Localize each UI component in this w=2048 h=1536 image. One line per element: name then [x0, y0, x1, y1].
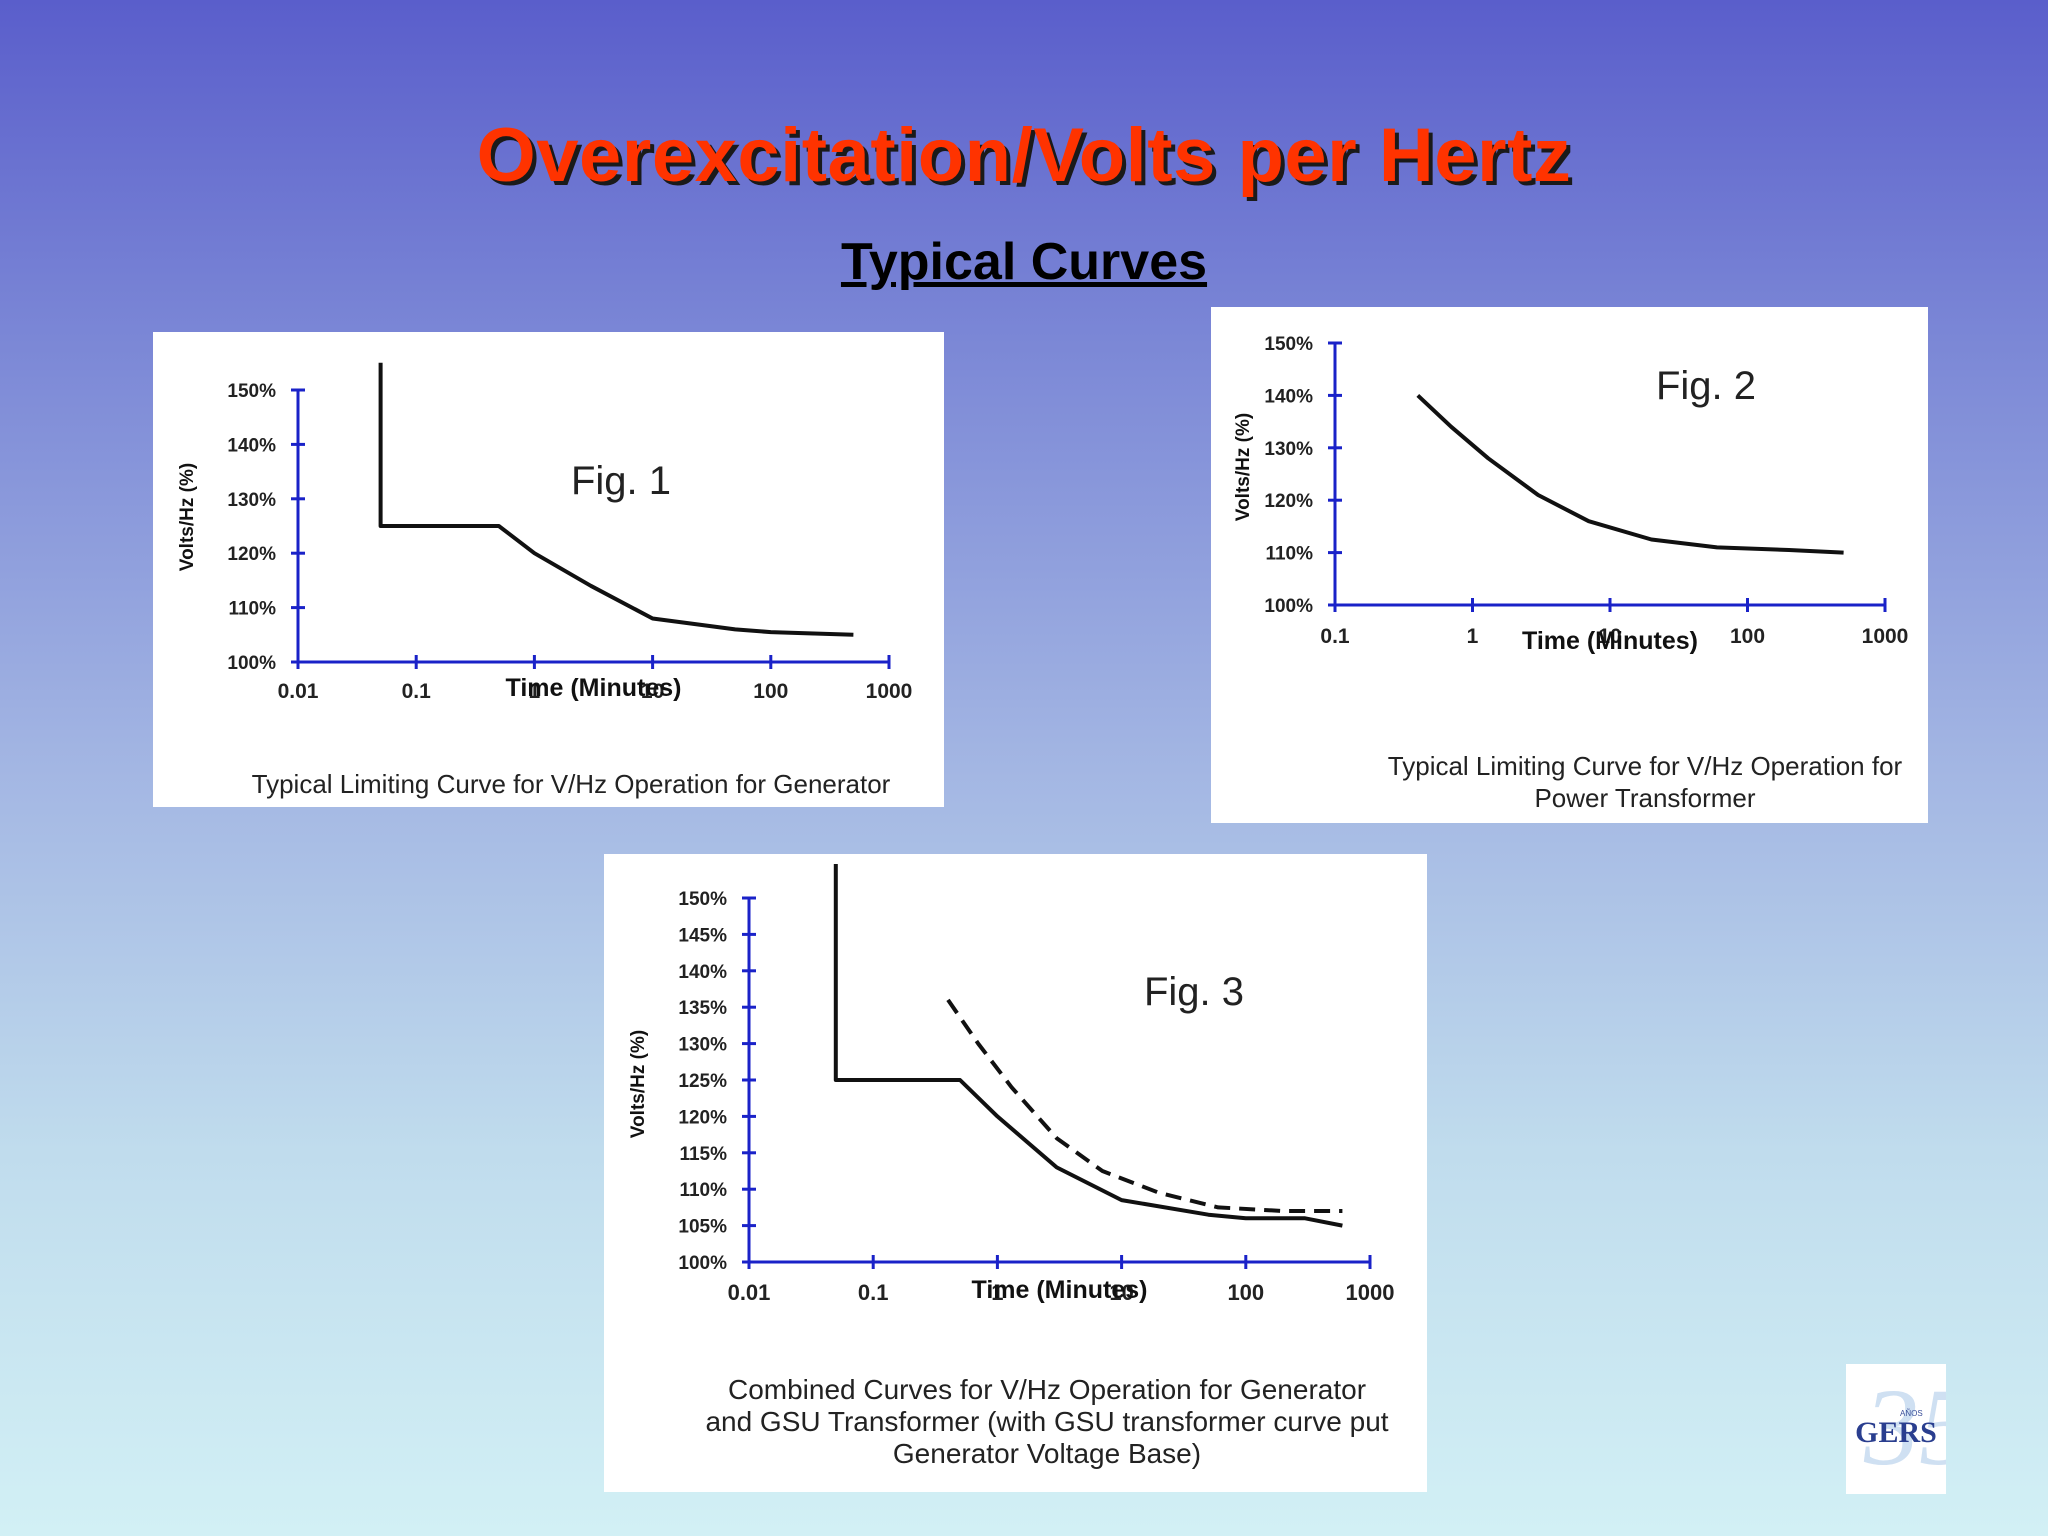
fig3-caption-line: Combined Curves for V/Hz Operation for G…	[728, 1374, 1366, 1405]
fig3-x-tick-label: 0.1	[858, 1280, 889, 1305]
fig2-y-tick-label: 120%	[1264, 491, 1313, 512]
fig1-x-axis-label: Time (Minutes)	[506, 674, 682, 702]
fig1-y-tick-label: 110%	[228, 599, 276, 620]
fig2-y-tick-label: 110%	[1265, 544, 1313, 565]
fig3-x-tick-label: 10	[1109, 1280, 1133, 1305]
fig3-y-tick-label: 110%	[679, 1180, 727, 1201]
fig1-x-tick-label: 10	[641, 680, 664, 703]
fig1-label: Fig. 1	[571, 459, 671, 503]
fig1-x-tick-label: 0.01	[278, 680, 319, 703]
fig1-y-tick-label: 120%	[227, 544, 276, 565]
fig2-x-tick-label: 0.1	[1320, 625, 1350, 648]
fig3-series-dashed-line	[946, 998, 1343, 1213]
fig2-series-solid-line	[1416, 393, 1844, 555]
fig3-y-tick-label: 135%	[678, 998, 727, 1019]
fig3-y-tick-label: 140%	[678, 962, 727, 983]
fig2-y-axis-label: Volts/Hz (%)	[1233, 413, 1254, 521]
fig2-caption-line: Power Transformer	[1534, 783, 1755, 813]
fig3-x-tick-label: 1000	[1346, 1280, 1395, 1305]
slide-subtitle: Typical Curves	[840, 233, 1208, 291]
fig1-y-tick-label: 150%	[227, 381, 276, 402]
fig3-y-tick-label: 145%	[678, 925, 727, 946]
logo-text: GERS	[1855, 1416, 1937, 1449]
fig3-y-axis-label: Volts/Hz (%)	[628, 1030, 649, 1138]
fig2-x-tick-label: 1	[1467, 625, 1479, 648]
fig2-label: Fig. 2	[1656, 364, 1756, 408]
fig3-x-tick-label: 1	[991, 1280, 1003, 1305]
fig1-x-tick-label: 1	[529, 680, 541, 703]
gers-logo-graphic: 35 AÑOS GERS	[1855, 1366, 1974, 1488]
fig3-y-tick-label: 120%	[678, 1107, 727, 1128]
logo-small-text: AÑOS	[1900, 1409, 1923, 1418]
fig1-chart: 0.01 0.1 1 10 100 1000 150% 140% 130% 120% 110% 100…	[177, 362, 913, 799]
fig2-y-tick-label: 100%	[1264, 596, 1313, 617]
fig1-panel: 0.01 0.1 1 10 100 1000 150% 140% 130% 120% 110% 100…	[153, 332, 944, 807]
fig2-x-tick-label: 10	[1598, 625, 1621, 648]
fig3-x-axis-label: Time (Minutes)	[972, 1276, 1148, 1304]
fig3-series-solid-line	[833, 864, 1343, 1228]
fig1-y-axis-label: Volts/Hz (%)	[177, 463, 198, 571]
fig3-y-tick-label: 150%	[678, 889, 727, 910]
fig2-x-axis-label: Time (Minutes)	[1522, 627, 1698, 655]
slide-title: Overexcitation/Volts per Hertz	[476, 113, 1572, 198]
fig3-chart: 0.01 0.1 1 10 100 1000 150% 145% 140% 135% 130% 125…	[628, 864, 1395, 1469]
fig3-caption-line: Generator Voltage Base)	[893, 1438, 1201, 1469]
fig1-x-tick-label: 1000	[866, 680, 913, 703]
fig3-y-tick-label: 130%	[678, 1035, 727, 1056]
fig1-x-tick-label: 0.1	[402, 680, 432, 703]
fig3-label: Fig. 3	[1144, 970, 1244, 1014]
fig2-x-tick-label: 100	[1730, 625, 1765, 648]
fig2-y-tick-label: 140%	[1264, 386, 1313, 407]
fig3-caption-line: and GSU Transformer (with GSU transforme…	[705, 1406, 1388, 1437]
fig3-y-tick-label: 105%	[678, 1217, 727, 1238]
fig3-y-tick-label: 115%	[679, 1144, 727, 1165]
fig3-x-tick-label: 0.01	[728, 1280, 771, 1305]
fig3-x-tick-label: 100	[1227, 1280, 1264, 1305]
fig1-y-tick-label: 100%	[227, 653, 276, 674]
fig1-x-tick-label: 100	[753, 680, 788, 703]
fig3-y-tick-label: 125%	[678, 1071, 727, 1092]
fig2-panel: 0.1 1 10 100 1000 150% 140% 130% 120% 110% 100% Tim…	[1211, 307, 1928, 823]
fig2-y-tick-label: 130%	[1264, 439, 1313, 460]
fig3-panel: 0.01 0.1 1 10 100 1000 150% 145% 140% 135% 130% 125…	[604, 854, 1427, 1492]
fig1-y-tick-label: 140%	[227, 435, 276, 456]
gers-logo: 35 AÑOS GERS	[1846, 1364, 1974, 1494]
fig1-y-tick-label: 130%	[227, 490, 276, 511]
fig2-x-tick-label: 1000	[1862, 625, 1909, 648]
fig1-caption-line: Typical Limiting Curve for V/Hz Operatio…	[252, 769, 891, 799]
fig1-series-solid-line	[378, 362, 854, 637]
fig2-chart: 0.1 1 10 100 1000 150% 140% 130% 120% 110% 100% Tim…	[1233, 334, 1909, 813]
fig2-caption-line: Typical Limiting Curve for V/Hz Operatio…	[1388, 751, 1903, 781]
fig2-y-tick-label: 150%	[1264, 334, 1313, 355]
fig3-y-tick-label: 100%	[678, 1253, 727, 1274]
